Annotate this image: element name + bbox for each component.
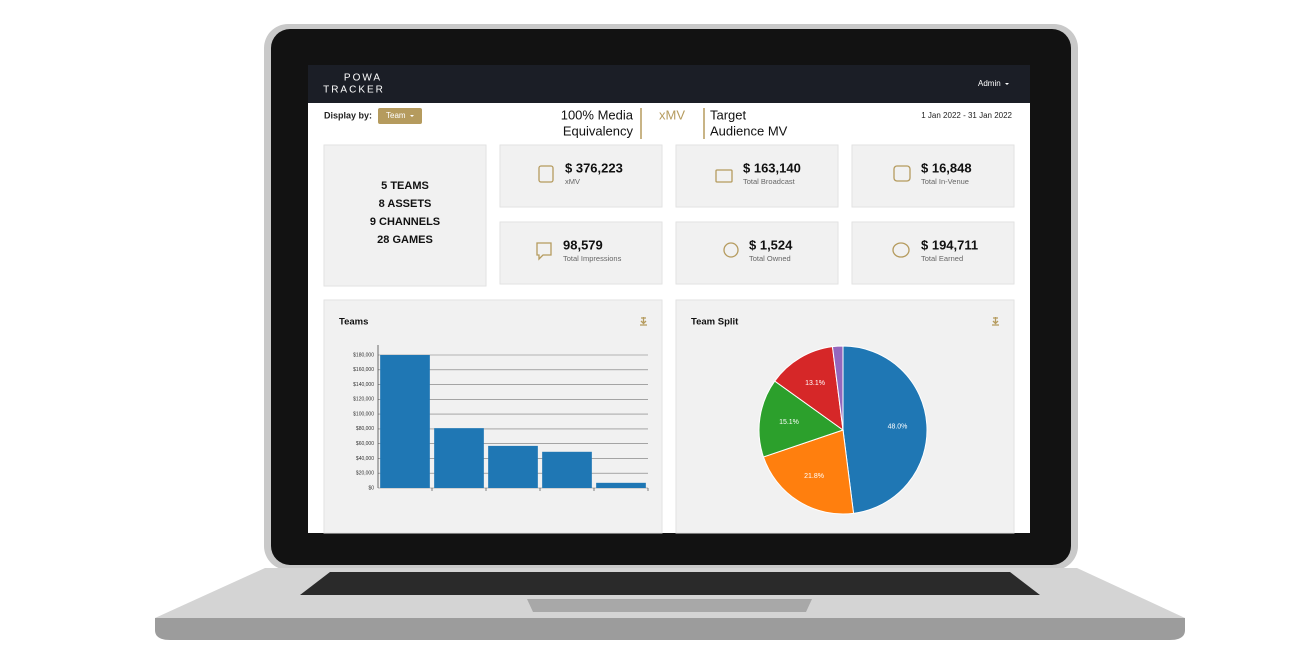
slice-label: 48.0% — [888, 423, 908, 430]
icon — [893, 165, 911, 182]
y-tick-label: $120,000 — [353, 397, 374, 403]
kpi-card — [851, 144, 1015, 208]
kpi-card — [851, 221, 1015, 285]
y-tick-label: $180,000 — [353, 352, 374, 358]
tab[interactable]: Target — [710, 107, 747, 122]
summary-line: 9 CHANNELS — [370, 216, 440, 228]
kpi-value: $ 16,848 — [921, 160, 972, 175]
kpi-grid: $ 376,223 xMV $ 163,140 Total Broadcast … — [499, 144, 1015, 285]
kpi-label: Total In-Venue — [921, 177, 969, 186]
date-range: 1 Jan 2022 - 31 Jan 2022 — [921, 111, 1012, 120]
icon — [715, 169, 733, 183]
kpi-value: $ 194,711 — [921, 237, 978, 252]
kpi-card — [675, 144, 839, 208]
y-tick-label: $140,000 — [353, 382, 374, 388]
tab-active[interactable]: xMV — [659, 107, 685, 122]
charts: $0 $20,000 $40,000 $60,000 $80,000 $100,000 $1… — [353, 345, 928, 515]
y-tick-label: $40,000 — [356, 456, 374, 462]
kpi-value: $ 163,140 — [743, 160, 801, 175]
bar — [488, 445, 538, 488]
slice-label: 15.1% — [779, 419, 799, 426]
summary-card — [323, 144, 487, 287]
base-edge — [155, 618, 1185, 640]
kpi-value: $ 376,223 — [565, 160, 623, 175]
kpi-card — [499, 144, 663, 208]
y-tick-label: $80,000 — [356, 426, 374, 432]
tab[interactable]: Audience MV — [710, 123, 788, 138]
kpi-card — [499, 221, 663, 285]
y-tick-label: $100,000 — [353, 411, 374, 417]
kpi-value: 98,579 — [563, 237, 603, 252]
trackpad — [527, 599, 812, 612]
y-tick-label: $60,000 — [356, 441, 374, 447]
kpi-label: Total Earned — [921, 254, 963, 263]
y-tick-label: $160,000 — [353, 367, 374, 373]
pie-slice — [774, 346, 844, 432]
y-tick-label: $0 — [368, 485, 374, 491]
summary-line: 28 GAMES — [377, 234, 433, 246]
tab[interactable]: 100% Media — [561, 107, 634, 122]
bar — [434, 428, 484, 488]
y-tick-label: $20,000 — [356, 471, 374, 477]
kpi-value: $ 1,524 — [749, 237, 793, 252]
keyboard — [300, 572, 1040, 595]
pie-slice — [831, 345, 844, 431]
display-by-label: Display by: — [324, 110, 372, 120]
logo-top: POWA — [344, 73, 382, 84]
logo-bottom: TRACKER — [323, 85, 385, 96]
slice-label: 21.8% — [804, 473, 824, 480]
team-button[interactable] — [378, 108, 422, 124]
bar — [596, 482, 646, 488]
icon — [723, 242, 739, 258]
download-icon[interactable] — [992, 317, 999, 326]
pie-slice — [842, 345, 928, 514]
icon — [538, 165, 554, 183]
caret — [410, 115, 414, 117]
icon — [892, 242, 910, 258]
navbar — [308, 65, 1030, 103]
slice-label: 13.1% — [805, 380, 825, 387]
caret — [1005, 83, 1009, 85]
kpi-label: xMV — [565, 177, 580, 186]
chart-title: Team Split — [691, 317, 739, 328]
user-menu[interactable]: Admin — [978, 79, 1001, 88]
download-icon[interactable] — [640, 317, 647, 326]
kpi-card — [675, 221, 839, 285]
chart-panel — [323, 299, 663, 534]
tab[interactable]: Equivalency — [563, 123, 634, 138]
bar — [380, 355, 430, 488]
summary-line: 8 ASSETS — [379, 198, 432, 210]
kpi-label: Total Owned — [749, 254, 791, 263]
summary-line: 5 TEAMS — [381, 180, 429, 192]
chart-title: Teams — [339, 317, 368, 328]
kpi-label: Total Impressions — [563, 254, 622, 263]
pie-slice — [758, 380, 845, 458]
team-button-text[interactable]: Team — [386, 111, 406, 120]
kpi-label: Total Broadcast — [743, 177, 796, 186]
icon — [536, 242, 552, 261]
bar — [542, 451, 592, 488]
pie-slice — [762, 429, 855, 515]
